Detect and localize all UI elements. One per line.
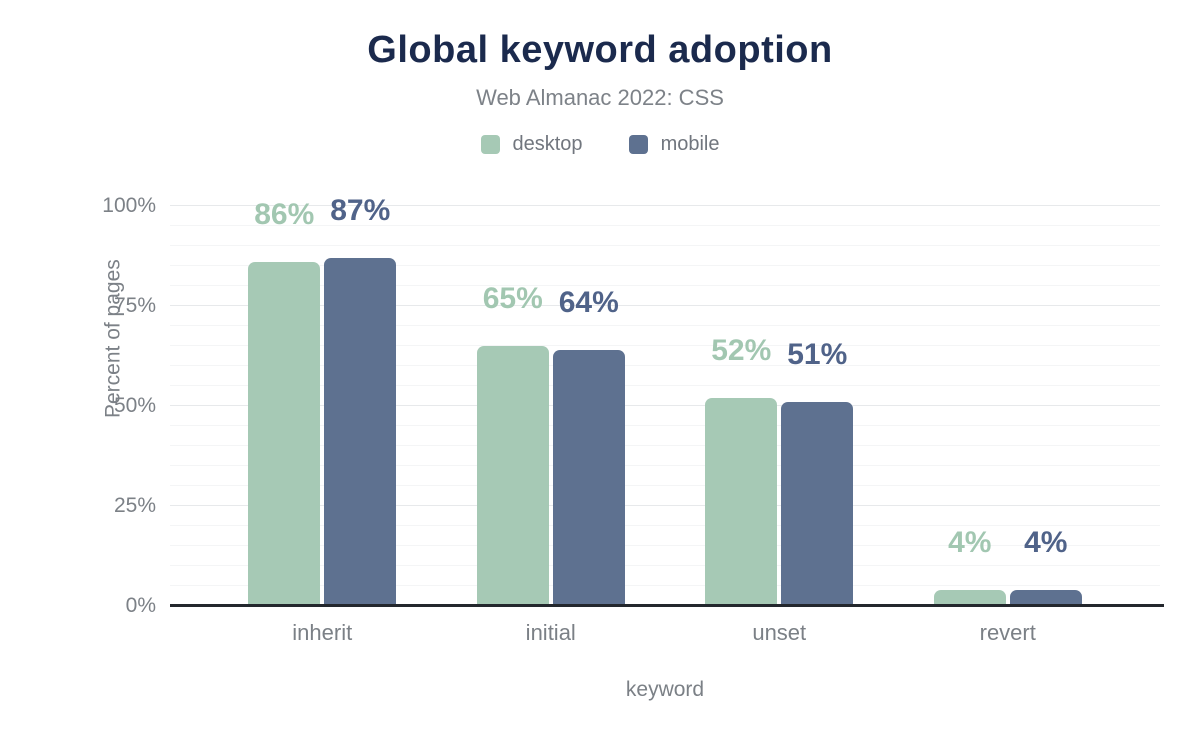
value-label-mobile-initial: 64% bbox=[558, 286, 619, 319]
minor-gridline-90 bbox=[170, 245, 1160, 246]
value-label-mobile-revert: 4% bbox=[1024, 526, 1068, 559]
major-gridline-25 bbox=[170, 505, 1160, 506]
value-label-desktop-unset: 52% bbox=[711, 334, 772, 367]
legend-item-mobile: mobile bbox=[628, 132, 720, 156]
x-category-label-inherit: inherit bbox=[292, 620, 353, 645]
value-label-desktop-revert: 4% bbox=[948, 526, 992, 559]
legend-swatch-desktop bbox=[480, 134, 500, 154]
minor-gridline-20 bbox=[170, 525, 1160, 526]
x-category-label-unset: unset bbox=[752, 620, 807, 645]
major-gridline-100 bbox=[170, 205, 1160, 206]
x-axis-line bbox=[170, 604, 1164, 607]
legend-label-desktop: desktop bbox=[512, 132, 583, 155]
legend: desktop mobile bbox=[0, 133, 1200, 156]
minor-gridline-35 bbox=[170, 465, 1160, 466]
minor-gridline-65 bbox=[170, 345, 1160, 346]
chart-subtitle: Web Almanac 2022: CSS bbox=[476, 84, 724, 110]
bar-mobile-unset bbox=[781, 402, 854, 606]
value-label-mobile-inherit: 87% bbox=[330, 194, 391, 227]
bar-mobile-inherit bbox=[324, 258, 397, 606]
minor-gridline-15 bbox=[170, 545, 1160, 546]
legend-item-desktop: desktop bbox=[480, 132, 583, 156]
value-label-desktop-inherit: 86% bbox=[254, 198, 315, 231]
legend-swatch-mobile bbox=[628, 134, 648, 154]
value-label-mobile-unset: 51% bbox=[787, 338, 848, 371]
minor-gridline-55 bbox=[170, 385, 1160, 386]
y-tick-label-75: 75% bbox=[113, 294, 156, 317]
minor-gridline-80 bbox=[170, 285, 1160, 286]
minor-gridline-30 bbox=[170, 485, 1160, 486]
plot-area: 0% 25% 50% 75% 100% 86% 87% inherit 65% 64% initia… bbox=[102, 194, 1164, 645]
minor-gridline-45 bbox=[170, 425, 1160, 426]
bar-desktop-revert bbox=[933, 590, 1006, 606]
minor-gridline-95 bbox=[170, 225, 1160, 226]
major-gridline-50 bbox=[170, 405, 1160, 406]
minor-gridline-70 bbox=[170, 325, 1160, 326]
bar-mobile-initial bbox=[552, 350, 625, 606]
minor-gridline-85 bbox=[170, 265, 1160, 266]
legend-label-mobile: mobile bbox=[660, 132, 720, 155]
minor-gridline-60 bbox=[170, 365, 1160, 366]
major-gridline-75 bbox=[170, 305, 1160, 306]
minor-gridline-5 bbox=[170, 585, 1160, 586]
minor-gridline-10 bbox=[170, 565, 1160, 566]
bar-mobile-revert bbox=[1009, 590, 1082, 606]
y-tick-label-25: 25% bbox=[113, 494, 156, 517]
x-axis-title: keyword bbox=[625, 678, 705, 701]
x-category-label-initial: initial bbox=[525, 620, 576, 645]
y-tick-label-0: 0% bbox=[125, 594, 156, 617]
value-label-desktop-initial: 65% bbox=[482, 282, 543, 315]
x-category-label-revert: revert bbox=[979, 620, 1036, 645]
bar-desktop-inherit bbox=[248, 262, 321, 606]
y-tick-label-50: 50% bbox=[113, 394, 156, 417]
y-tick-label-100: 100% bbox=[102, 194, 156, 217]
chart-title: Global keyword adoption bbox=[367, 29, 833, 71]
minor-gridline-40 bbox=[170, 445, 1160, 446]
bar-desktop-unset bbox=[705, 398, 778, 606]
bar-desktop-initial bbox=[476, 346, 549, 606]
